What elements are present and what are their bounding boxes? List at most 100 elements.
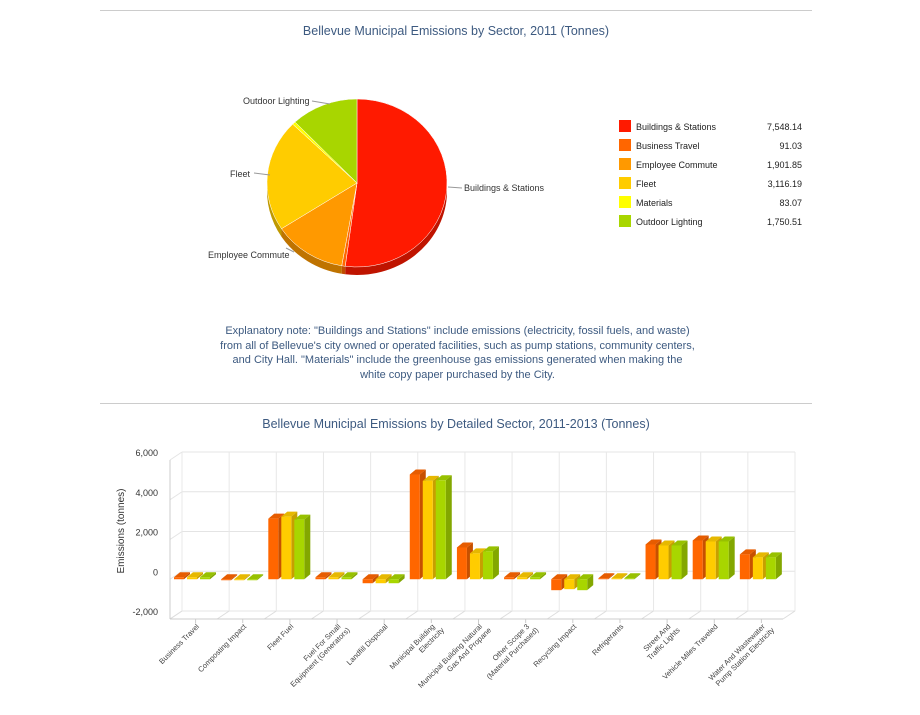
bar-top <box>718 536 735 542</box>
bar <box>221 579 232 581</box>
bar-side <box>540 572 547 580</box>
bar-top <box>598 573 615 579</box>
legend-value: 91.03 <box>779 141 802 151</box>
gridline-side <box>169 451 183 461</box>
x-tick-label-line: Business Travel <box>157 622 201 666</box>
legend-value: 3,116.19 <box>768 179 802 189</box>
x-tick-label: Composting Impact <box>196 621 249 674</box>
bar <box>422 480 433 580</box>
bar-side <box>514 572 521 580</box>
pie-slice-side <box>341 265 346 275</box>
bar <box>362 579 373 584</box>
bar-top <box>409 469 426 475</box>
bar-top <box>187 572 203 578</box>
bar-side <box>621 573 628 580</box>
bar-top <box>611 573 628 579</box>
bar <box>504 577 515 580</box>
pie-chart: Buildings & Stations Employee Commute Flee… <box>208 96 802 275</box>
bar-side <box>244 574 251 581</box>
bar-top <box>624 573 641 579</box>
bar <box>624 578 635 580</box>
bar-top <box>315 572 332 578</box>
pie-label-connector <box>253 172 271 176</box>
bar-top <box>247 574 264 580</box>
bar <box>435 480 446 580</box>
y-tick-label: 0 <box>153 567 158 577</box>
legend-label: Fleet <box>636 179 657 189</box>
bar-side <box>351 572 358 580</box>
x-tick-label: Landfill Disposal <box>345 622 390 667</box>
bar <box>482 551 493 580</box>
bar-top <box>765 552 782 558</box>
bar <box>281 516 292 580</box>
x-tick-label-line: Pump Station Electricity <box>714 625 777 688</box>
bar <box>174 577 184 580</box>
x-tick-label: Refrigerants <box>590 622 625 657</box>
bar-side <box>325 572 332 580</box>
gridline-side <box>169 531 183 540</box>
bar <box>739 554 750 580</box>
legend-swatch <box>619 158 631 170</box>
bar-side <box>527 572 534 580</box>
y-tick-label: -2,000 <box>132 607 158 617</box>
bar <box>551 579 562 591</box>
bar <box>705 541 716 580</box>
bar <box>315 577 326 580</box>
legend-label: Outdoor Lighting <box>636 217 703 227</box>
bar-top <box>671 540 688 546</box>
bar-side <box>372 574 379 584</box>
legend-value: 7,548.14 <box>767 122 802 132</box>
pie-label: Outdoor Lighting <box>243 96 310 106</box>
bar-side <box>231 574 238 581</box>
bar-side <box>681 540 688 580</box>
pie-slice-side <box>281 228 342 274</box>
bar <box>611 578 622 580</box>
bar-top <box>341 572 358 578</box>
bar-top <box>328 572 345 578</box>
bar <box>718 541 729 580</box>
bar <box>328 577 339 580</box>
bar-top <box>294 514 311 520</box>
bar-top <box>362 574 379 580</box>
x-tick-label-line: Recycling Impact <box>531 621 578 668</box>
x-tick-label-line: Landfill Disposal <box>345 622 390 667</box>
floor-line <box>735 610 749 620</box>
bar-top <box>551 574 568 580</box>
bar-top <box>530 572 547 578</box>
legend-value: 1,750.51 <box>767 217 802 227</box>
bar-top <box>482 546 499 552</box>
x-tick-label: Business Travel <box>157 622 201 666</box>
bar-side <box>445 475 452 580</box>
gridline-side <box>169 491 183 501</box>
bar-top <box>504 572 521 578</box>
bar <box>388 579 399 584</box>
bar <box>456 547 467 580</box>
pie-label-connector <box>447 186 463 189</box>
bar-chart-title: Bellevue Municipal Emissions by Detailed… <box>262 417 650 431</box>
legend-swatch <box>619 120 631 132</box>
pie-label: Buildings & Stations <box>464 183 545 193</box>
y-tick-label: 4,000 <box>135 488 158 498</box>
legend-swatch <box>619 139 631 151</box>
bar <box>692 540 703 580</box>
bar <box>645 544 656 580</box>
pie-chart-title: Bellevue Municipal Emissions by Sector, … <box>302 24 610 38</box>
bar-top <box>577 574 594 580</box>
bar-top <box>456 542 473 548</box>
x-tick-label: Street AndTraffic Lights <box>639 619 682 662</box>
middle-divider <box>100 403 812 404</box>
bar <box>658 545 669 580</box>
bar-top <box>375 574 392 580</box>
floor-line <box>169 610 183 620</box>
bar <box>294 519 305 580</box>
pie-label: Employee Commute <box>208 250 290 260</box>
y-tick-label: 2,000 <box>135 528 158 538</box>
bar <box>187 577 197 580</box>
bar-side <box>197 572 203 580</box>
x-tick-label-line: Refrigerants <box>590 622 625 657</box>
bar-top <box>234 574 251 580</box>
bar <box>530 577 541 580</box>
bar-top <box>469 548 486 554</box>
floor-line <box>782 610 796 620</box>
